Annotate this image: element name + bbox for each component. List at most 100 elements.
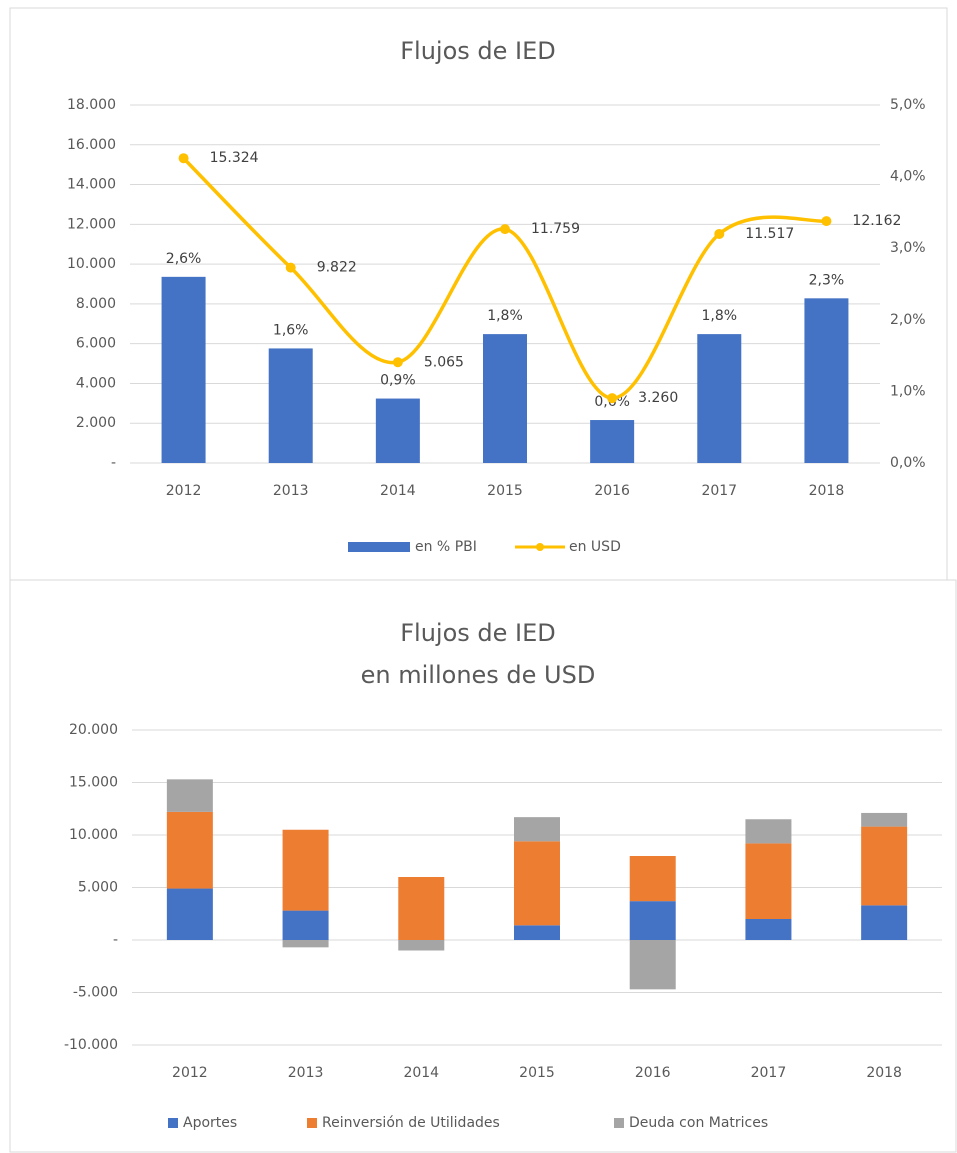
bar-segment	[398, 940, 445, 951]
y-tick-label: -	[111, 455, 116, 471]
bar-segment	[282, 829, 329, 911]
y-tick-label: 2.000	[76, 415, 116, 431]
data-label: 1,6%	[273, 322, 309, 338]
bar-segment	[745, 819, 792, 844]
chart-subtitle: en millones de USD	[361, 661, 596, 689]
legend-label: en USD	[569, 539, 621, 555]
line-marker	[285, 262, 296, 273]
data-label: 12.162	[852, 213, 901, 229]
x-tick-label: 2018	[866, 1065, 902, 1081]
legend-label: Reinversión de Utilidades	[322, 1115, 500, 1131]
bar-segment	[745, 919, 792, 940]
chart-border	[9, 7, 948, 581]
legend-swatch	[536, 543, 544, 551]
data-label: 9.822	[317, 260, 357, 276]
data-label: 1,8%	[487, 308, 523, 324]
x-tick-label: 2013	[273, 483, 309, 499]
y-tick-label: 10.000	[67, 256, 116, 272]
bar-segment	[861, 905, 908, 940]
bar-segment	[629, 940, 676, 990]
data-label: 5.065	[424, 354, 464, 370]
data-label: 11.759	[531, 221, 580, 237]
legend-label: Deuda con Matrices	[629, 1115, 768, 1131]
bar	[268, 348, 313, 463]
x-tick-label: 2016	[635, 1065, 671, 1081]
bar	[483, 334, 527, 463]
bar-segment	[282, 940, 329, 948]
x-tick-label: 2013	[288, 1065, 324, 1081]
line-marker	[392, 357, 403, 368]
bar-segment	[861, 826, 908, 906]
data-label: 2,6%	[166, 251, 202, 267]
bar	[697, 334, 742, 463]
bar-segment	[629, 856, 676, 902]
bar-segment	[166, 888, 213, 940]
y-tick-label: 14.000	[67, 177, 116, 193]
bar-segment	[861, 812, 908, 827]
y-tick-label: 5.000	[78, 880, 118, 896]
chart-title: Flujos de IED	[400, 37, 556, 65]
bar-segment	[282, 910, 329, 940]
bar-segment	[398, 877, 445, 940]
line-marker	[607, 393, 618, 404]
y2-tick-label: 0,0%	[890, 455, 926, 471]
y-tick-label: -10.000	[64, 1037, 118, 1053]
x-tick-label: 2017	[701, 483, 737, 499]
x-tick-label: 2017	[751, 1065, 787, 1081]
data-label: 1,8%	[701, 308, 737, 324]
y-tick-label: 15.000	[69, 775, 118, 791]
line-marker	[500, 224, 510, 235]
line-marker	[178, 153, 189, 164]
legend-swatch	[614, 1118, 624, 1128]
x-tick-label: 2012	[172, 1065, 208, 1081]
y-tick-label: -	[113, 932, 118, 948]
bar-segment	[745, 843, 792, 919]
y-tick-label: 6.000	[76, 336, 116, 352]
x-tick-label: 2016	[594, 483, 630, 499]
data-label: 15.324	[210, 150, 259, 166]
legend-label: en % PBI	[415, 539, 477, 555]
y2-tick-label: 4,0%	[890, 169, 926, 185]
legend-swatch	[168, 1118, 178, 1128]
bar-segment	[514, 817, 560, 842]
data-label: 11.517	[745, 226, 794, 242]
bar-segment	[166, 779, 213, 812]
y2-tick-label: 5,0%	[890, 97, 926, 113]
y-tick-label: 10.000	[69, 827, 118, 843]
y-tick-label: 20.000	[69, 722, 118, 738]
line-marker	[821, 216, 832, 227]
y-tick-label: 8.000	[76, 296, 116, 312]
bar	[590, 420, 635, 463]
legend-swatch	[307, 1118, 317, 1128]
legend-label: Aportes	[183, 1115, 237, 1131]
chart-title: Flujos de IED	[400, 619, 556, 647]
data-label: 2,3%	[809, 272, 845, 288]
y-tick-label: 16.000	[67, 137, 116, 153]
bar	[804, 298, 849, 463]
x-tick-label: 2014	[403, 1065, 439, 1081]
y-tick-label: 18.000	[67, 97, 116, 113]
x-tick-label: 2012	[166, 483, 202, 499]
y2-tick-label: 3,0%	[890, 240, 926, 256]
y2-tick-label: 1,0%	[890, 383, 926, 399]
bar-segment	[514, 841, 560, 926]
line-marker	[714, 228, 725, 239]
chart-border	[9, 579, 957, 1153]
bar-segment	[514, 925, 560, 940]
y-tick-label: -5.000	[73, 985, 118, 1001]
y-tick-label: 4.000	[76, 375, 116, 391]
x-tick-label: 2015	[519, 1065, 555, 1081]
x-tick-label: 2014	[380, 483, 416, 499]
x-tick-label: 2018	[809, 483, 845, 499]
y-tick-label: 12.000	[67, 216, 116, 232]
legend-swatch	[348, 542, 410, 552]
bar-segment	[629, 901, 676, 940]
data-label: 3.260	[638, 390, 678, 406]
bar	[375, 398, 420, 463]
bar	[161, 276, 206, 463]
bar-segment	[166, 811, 213, 889]
x-tick-label: 2015	[487, 483, 523, 499]
y2-tick-label: 2,0%	[890, 312, 926, 328]
